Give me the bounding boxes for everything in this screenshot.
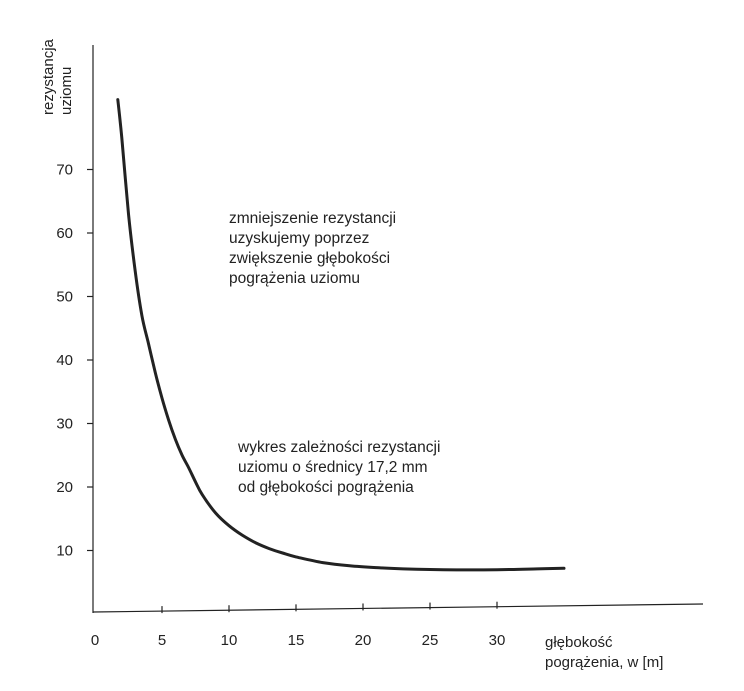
x-tick-label: 20 — [355, 632, 372, 649]
y-tick-label: 10 — [56, 543, 73, 560]
x-axis-line — [92, 603, 704, 613]
annotation-chart-description-line-3: od głębokości pogrążenia — [238, 479, 414, 496]
annotation-depth-effect: zmniejszenie rezystancji uzyskujemy popr… — [229, 209, 396, 289]
y-ticks: 10 20 30 40 50 60 70 — [56, 162, 93, 560]
annotation-depth-effect-line-4: pogrążenia uziomu — [229, 270, 360, 287]
x-tick-label: 15 — [288, 632, 305, 649]
y-axis-title: rezystancja uziomu — [40, 38, 75, 115]
annotation-depth-effect-line-3: zwiększenie głębokości — [229, 250, 391, 267]
x-tick-label: 5 — [158, 632, 166, 649]
resistance-curve — [116, 98, 566, 572]
annotation-chart-description: wykres zależności rezystancji uziomu o ś… — [238, 438, 440, 498]
y-tick-label: 70 — [56, 162, 73, 179]
annotation-chart-description-line-2: uziomu o średnicy 17,2 mm — [238, 459, 428, 476]
annotation-depth-effect-line-1: zmniejszenie rezystancji — [229, 210, 397, 227]
x-axis-title: głębokość pogrążenia, w [m] — [545, 634, 663, 671]
y-tick-label: 50 — [56, 289, 73, 306]
x-tick-label: 25 — [422, 632, 439, 649]
x-tick-label: 0 — [91, 632, 99, 649]
y-tick-label: 60 — [56, 225, 73, 242]
y-axis-title-line-2: uziomu — [58, 67, 75, 115]
annotation-chart-description-line-1: wykres zależności rezystancji — [238, 439, 441, 456]
x-ticks: 0 5 10 15 20 25 30 — [91, 601, 506, 649]
y-tick-label: 20 — [56, 479, 73, 496]
x-axis-title-line-1: głębokość — [545, 634, 613, 651]
x-tick-label: 30 — [489, 632, 506, 649]
x-axis-title-line-2: pogrążenia, w [m] — [545, 654, 663, 671]
y-axis-title-line-1: rezystancja — [40, 38, 57, 115]
y-tick-label: 30 — [56, 416, 73, 433]
y-tick-label: 40 — [56, 352, 73, 369]
x-tick-label: 10 — [221, 632, 238, 649]
annotation-depth-effect-line-2: uzyskujemy poprzez — [229, 230, 370, 247]
